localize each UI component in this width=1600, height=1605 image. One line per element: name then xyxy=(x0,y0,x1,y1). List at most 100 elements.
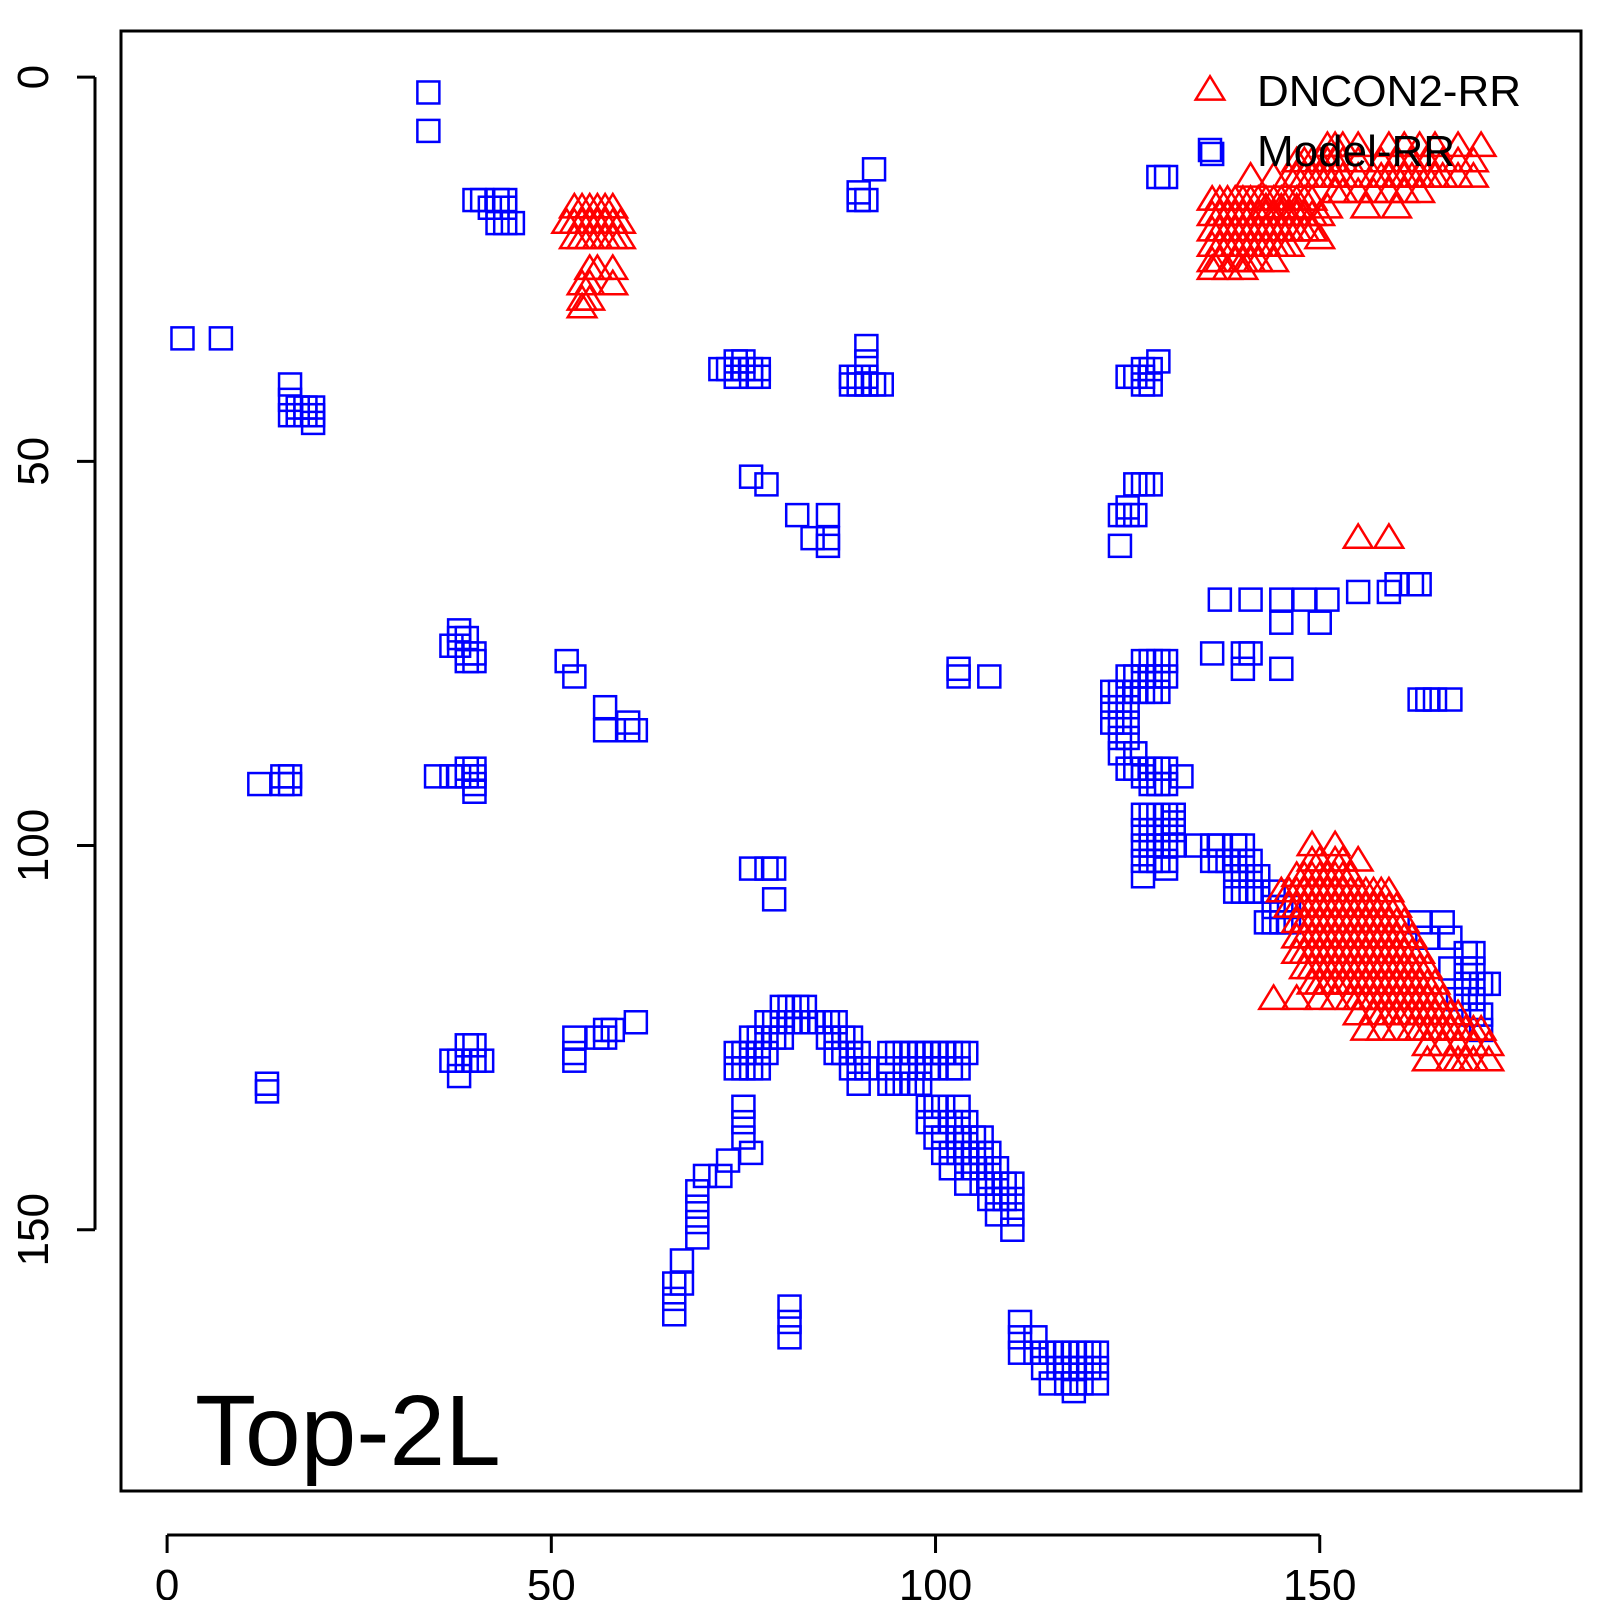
data-point-square xyxy=(1107,741,1133,766)
data-point-square xyxy=(846,1040,871,1066)
data-point-square xyxy=(446,1063,472,1089)
data-point-square xyxy=(984,1202,1010,1227)
data-point-square xyxy=(746,364,772,390)
data-point-triangle xyxy=(1341,522,1375,550)
data-point-triangle xyxy=(1349,191,1383,219)
data-point-square xyxy=(1061,1378,1087,1404)
data-point-square xyxy=(1115,495,1140,520)
data-point-square xyxy=(1461,940,1486,966)
data-point-square xyxy=(462,1033,487,1058)
data-point-square xyxy=(761,887,787,912)
data-point-square xyxy=(708,1163,733,1189)
data-point-square xyxy=(954,1109,979,1135)
legend-label: DNCON2-RR xyxy=(1257,67,1521,116)
data-point-square xyxy=(792,994,818,1020)
data-point-square xyxy=(815,533,841,559)
data-point-square xyxy=(769,1025,795,1050)
data-point-square xyxy=(170,326,195,351)
data-point-square xyxy=(1253,910,1279,935)
data-point-triangle xyxy=(1403,176,1437,204)
data-point-square xyxy=(1000,1202,1025,1227)
data-point-square xyxy=(662,1302,687,1327)
data-point-square xyxy=(930,1094,956,1120)
data-point-triangle xyxy=(1418,130,1452,158)
data-point-square xyxy=(984,1156,1010,1181)
data-point-square xyxy=(1084,1340,1110,1365)
data-point-square xyxy=(777,1309,802,1335)
data-point-square xyxy=(731,1109,756,1135)
data-point-square xyxy=(1307,610,1332,635)
data-point-square xyxy=(854,187,879,213)
data-point-square xyxy=(1199,141,1225,167)
data-point-square xyxy=(446,618,472,643)
data-point-square xyxy=(1107,533,1133,559)
data-point-square xyxy=(1238,848,1263,874)
data-point-triangle xyxy=(1310,191,1344,219)
data-point-triangle xyxy=(603,222,638,250)
y-tick-label: 100 xyxy=(9,809,58,882)
data-point-triangle xyxy=(1464,1013,1498,1041)
x-tick-label: 100 xyxy=(899,1561,972,1600)
data-point-square xyxy=(731,1125,756,1150)
data-point-triangle xyxy=(1441,998,1475,1026)
data-point-square xyxy=(1461,956,1486,981)
data-point-square xyxy=(1153,164,1179,190)
data-point-triangle xyxy=(1280,191,1314,219)
data-point-square xyxy=(1069,1371,1094,1396)
data-point-square xyxy=(738,464,764,489)
data-point-square xyxy=(416,80,441,105)
data-point-triangle xyxy=(596,253,630,281)
data-point-square xyxy=(1115,710,1140,735)
data-point-square xyxy=(715,1148,741,1173)
data-point-square xyxy=(1230,656,1256,682)
data-point-square xyxy=(1199,641,1225,666)
data-point-square xyxy=(1476,971,1502,997)
data-point-square xyxy=(846,1071,871,1096)
data-point-square xyxy=(777,1294,802,1319)
data-point-triangle xyxy=(1472,1029,1506,1057)
data-point-square xyxy=(254,1079,280,1104)
data-point-square xyxy=(1138,771,1163,797)
data-point-square xyxy=(846,364,871,390)
data-point-triangle xyxy=(1441,130,1475,158)
panel-annotation: Top-2L xyxy=(195,1375,501,1487)
data-point-triangle xyxy=(1403,936,1437,964)
data-point-triangle xyxy=(1226,253,1260,281)
data-point-square xyxy=(1138,472,1163,497)
data-point-square xyxy=(731,1094,756,1120)
data-point-square xyxy=(1123,502,1148,528)
data-point-square xyxy=(685,1194,710,1219)
legend-label: Model-RR xyxy=(1257,127,1455,176)
data-point-triangle xyxy=(1295,829,1329,857)
data-point-triangle xyxy=(565,291,599,319)
data-point-triangle xyxy=(1472,1044,1506,1072)
data-point-square xyxy=(1000,1186,1025,1212)
data-point-square xyxy=(1000,1217,1025,1242)
data-point-square xyxy=(1115,725,1140,751)
plot-frame xyxy=(119,29,1583,1493)
data-point-square xyxy=(462,779,487,804)
data-point-square xyxy=(946,1094,971,1120)
data-point-square xyxy=(500,210,526,236)
data-point-square xyxy=(1169,764,1194,789)
legend-item: DNCON2-RR xyxy=(1193,67,1521,116)
data-point-square xyxy=(846,180,871,205)
data-point-triangle xyxy=(1456,160,1490,188)
axes-layer: 0 50 100 150 0 50 100 150 xyxy=(9,65,1356,1605)
data-point-square xyxy=(777,1325,802,1350)
data-point-triangle xyxy=(573,268,607,296)
data-point-square xyxy=(708,356,733,382)
series-triangle-group xyxy=(550,130,1506,1072)
data-point-square xyxy=(685,1209,710,1235)
data-point-square xyxy=(977,1140,1002,1166)
data-point-triangle xyxy=(1272,230,1306,258)
data-point-square xyxy=(492,195,518,220)
data-point-square xyxy=(1238,641,1263,666)
data-point-square xyxy=(1153,664,1179,689)
data-point-square xyxy=(1007,1309,1033,1335)
data-point-square xyxy=(861,157,887,182)
data-point-square xyxy=(1023,1325,1048,1350)
data-point-triangle xyxy=(1456,145,1490,173)
data-point-triangle xyxy=(1464,130,1498,158)
